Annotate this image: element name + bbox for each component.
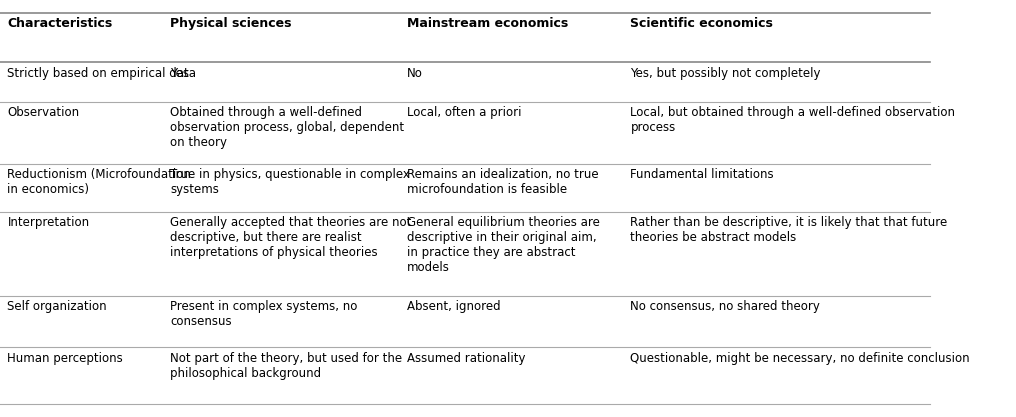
Text: Characteristics: Characteristics	[7, 17, 113, 30]
Text: Mainstream economics: Mainstream economics	[407, 17, 569, 30]
Text: Not part of the theory, but used for the
philosophical background: Not part of the theory, but used for the…	[170, 352, 402, 379]
Text: Local, often a priori: Local, often a priori	[407, 106, 522, 119]
Text: Interpretation: Interpretation	[7, 216, 89, 229]
Text: Self organization: Self organization	[7, 300, 107, 313]
Text: General equilibrium theories are
descriptive in their original aim,
in practice : General equilibrium theories are descrip…	[407, 216, 600, 274]
Text: Generally accepted that theories are not
descriptive, but there are realist
inte: Generally accepted that theories are not…	[170, 216, 411, 259]
Text: Reductionism (Microfoundation
in economics): Reductionism (Microfoundation in economi…	[7, 168, 191, 196]
Text: True in physics, questionable in complex
systems: True in physics, questionable in complex…	[170, 168, 410, 196]
Text: No consensus, no shared theory: No consensus, no shared theory	[631, 300, 820, 313]
Text: Strictly based on empirical data: Strictly based on empirical data	[7, 67, 196, 80]
Text: Remains an idealization, no true
microfoundation is feasible: Remains an idealization, no true microfo…	[407, 168, 598, 196]
Text: Obtained through a well-defined
observation process, global, dependent
on theory: Obtained through a well-defined observat…	[170, 106, 404, 149]
Text: Observation: Observation	[7, 106, 79, 119]
Text: No: No	[407, 67, 424, 80]
Text: Physical sciences: Physical sciences	[170, 17, 292, 30]
Text: Questionable, might be necessary, no definite conclusion: Questionable, might be necessary, no def…	[631, 352, 970, 364]
Text: Yes: Yes	[170, 67, 189, 80]
Text: Rather than be descriptive, it is likely that that future
theories be abstract m: Rather than be descriptive, it is likely…	[631, 216, 948, 244]
Text: Scientific economics: Scientific economics	[631, 17, 773, 30]
Text: Present in complex systems, no
consensus: Present in complex systems, no consensus	[170, 300, 358, 328]
Text: Fundamental limitations: Fundamental limitations	[631, 168, 774, 181]
Text: Absent, ignored: Absent, ignored	[407, 300, 501, 313]
Text: Human perceptions: Human perceptions	[7, 352, 123, 364]
Text: Assumed rationality: Assumed rationality	[407, 352, 526, 364]
Text: Yes, but possibly not completely: Yes, but possibly not completely	[631, 67, 821, 80]
Text: Local, but obtained through a well-defined observation
process: Local, but obtained through a well-defin…	[631, 106, 955, 134]
